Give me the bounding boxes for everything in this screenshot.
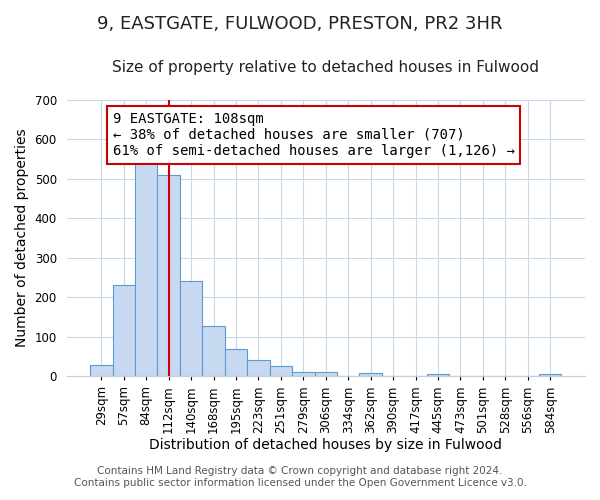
X-axis label: Distribution of detached houses by size in Fulwood: Distribution of detached houses by size … xyxy=(149,438,502,452)
Bar xyxy=(202,326,225,376)
Bar xyxy=(427,374,449,376)
Bar xyxy=(314,372,337,376)
Bar xyxy=(135,153,157,376)
Text: 9, EASTGATE, FULWOOD, PRESTON, PR2 3HR: 9, EASTGATE, FULWOOD, PRESTON, PR2 3HR xyxy=(97,15,503,33)
Y-axis label: Number of detached properties: Number of detached properties xyxy=(15,128,29,348)
Text: Contains HM Land Registry data © Crown copyright and database right 2024.: Contains HM Land Registry data © Crown c… xyxy=(97,466,503,476)
Bar xyxy=(539,374,562,376)
Text: Contains public sector information licensed under the Open Government Licence v3: Contains public sector information licen… xyxy=(74,478,526,488)
Bar xyxy=(292,372,314,376)
Bar xyxy=(157,175,180,376)
Bar xyxy=(113,286,135,376)
Text: 9 EASTGATE: 108sqm
← 38% of detached houses are smaller (707)
61% of semi-detach: 9 EASTGATE: 108sqm ← 38% of detached hou… xyxy=(113,112,515,158)
Bar xyxy=(269,366,292,376)
Bar xyxy=(180,280,202,376)
Bar xyxy=(225,348,247,376)
Bar xyxy=(90,365,113,376)
Bar xyxy=(359,373,382,376)
Title: Size of property relative to detached houses in Fulwood: Size of property relative to detached ho… xyxy=(112,60,539,75)
Bar xyxy=(247,360,269,376)
